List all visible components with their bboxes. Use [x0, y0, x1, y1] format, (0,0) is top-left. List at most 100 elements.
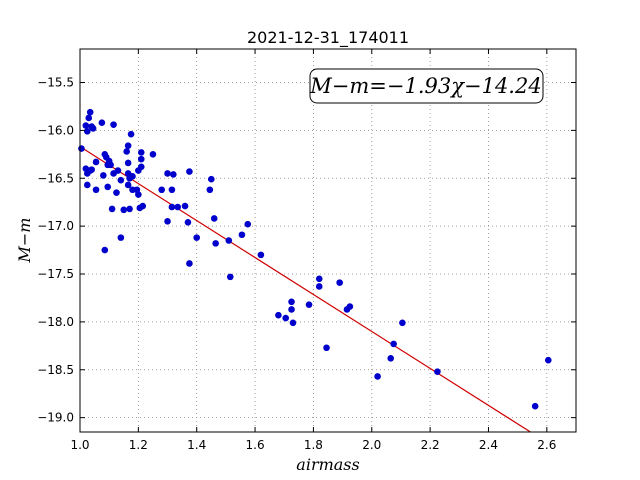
y-tick-label: −17.0	[37, 219, 74, 233]
data-point	[123, 148, 130, 155]
fit-line-group	[79, 146, 531, 433]
data-point	[168, 203, 176, 211]
x-tick-label: 1.6	[246, 438, 265, 452]
data-point	[104, 183, 112, 191]
data-point	[323, 344, 330, 352]
data-point	[137, 149, 145, 156]
data-point	[181, 202, 189, 210]
x-tick-label: 1.2	[129, 438, 148, 452]
x-tick-label: 1.4	[187, 438, 206, 452]
fit-line	[79, 146, 531, 433]
data-point	[212, 240, 219, 247]
data-point	[336, 279, 343, 286]
data-point	[257, 251, 265, 259]
ticks-group: 1.0 1.2 1.4 1.6 1.8 2.0 2.2 2.4 2.6 −15.5 −16.0 −16…	[37, 49, 576, 452]
data-point	[434, 368, 441, 375]
data-point	[288, 298, 295, 306]
data-point	[114, 167, 122, 174]
plot-frame	[79, 48, 577, 433]
y-tick-label: −15.5	[37, 76, 74, 90]
x-tick-label: 2.6	[537, 438, 556, 452]
x-tick-label: 1.8	[304, 438, 323, 452]
data-point	[98, 119, 106, 127]
data-point	[127, 130, 135, 138]
data-point	[88, 166, 95, 173]
data-point	[158, 186, 165, 194]
data-point	[149, 151, 157, 158]
data-point	[170, 171, 177, 178]
data-point	[120, 206, 128, 214]
data-point	[387, 354, 395, 362]
data-point	[78, 145, 85, 152]
data-point	[107, 161, 114, 169]
chart-title: 2021-12-31_174011	[247, 28, 409, 48]
data-point	[288, 306, 295, 313]
y-tick-label: −18.0	[37, 315, 74, 329]
data-point	[275, 311, 282, 319]
data-point	[113, 189, 120, 196]
data-point	[184, 219, 192, 226]
x-tick-label: 2.0	[362, 438, 381, 452]
data-point	[83, 181, 91, 189]
data-point	[100, 172, 107, 179]
x-tick-label: 2.2	[421, 438, 440, 452]
data-point	[126, 205, 133, 213]
data-point	[92, 186, 100, 194]
data-point	[135, 191, 142, 198]
data-point	[206, 186, 214, 194]
data-point	[315, 283, 323, 290]
data-point	[117, 176, 125, 184]
y-axis-label: M−m	[15, 218, 34, 264]
data-point	[390, 340, 397, 348]
data-point	[207, 175, 215, 183]
y-tick-label: −19.0	[37, 411, 74, 425]
data-point	[124, 181, 132, 189]
data-point	[186, 168, 193, 175]
x-axis-label: airmass	[296, 455, 359, 474]
data-point	[101, 246, 109, 254]
data-point	[193, 234, 201, 241]
data-point	[244, 220, 252, 228]
data-point	[544, 356, 552, 364]
x-tick-label: 2.4	[479, 438, 498, 452]
data-point	[83, 128, 91, 135]
data-point	[346, 303, 354, 310]
points-group	[78, 108, 552, 410]
data-point	[136, 204, 144, 212]
data-point	[225, 237, 233, 244]
data-point	[174, 203, 182, 211]
data-point	[137, 155, 145, 163]
data-point	[86, 108, 94, 116]
data-point	[88, 123, 95, 130]
data-point	[92, 158, 100, 166]
data-point	[124, 142, 132, 150]
plot-background	[80, 49, 576, 432]
data-point	[168, 186, 176, 194]
fit-equation: M−m=−1.93χ−14.24	[309, 74, 541, 98]
data-point	[186, 260, 193, 267]
data-point	[399, 319, 406, 327]
data-point	[238, 231, 246, 239]
y-tick-label: −16.0	[37, 123, 74, 137]
data-point	[289, 319, 297, 327]
y-tick-label: −16.5	[37, 171, 74, 185]
data-point	[82, 122, 90, 129]
data-point	[226, 273, 234, 281]
data-point	[110, 121, 117, 128]
data-point	[129, 173, 136, 180]
data-point	[282, 314, 289, 322]
data-point	[305, 301, 313, 308]
data-point	[85, 114, 93, 122]
data-point	[374, 373, 381, 380]
data-point	[108, 205, 116, 213]
data-point	[164, 218, 171, 225]
data-point	[135, 167, 142, 174]
data-point	[124, 159, 132, 167]
annotation-box	[309, 68, 544, 104]
data-point	[117, 234, 125, 241]
y-tick-label: −18.5	[37, 363, 74, 377]
data-point	[210, 215, 218, 222]
data-point	[531, 402, 539, 410]
x-tick-label: 1.0	[70, 438, 89, 452]
